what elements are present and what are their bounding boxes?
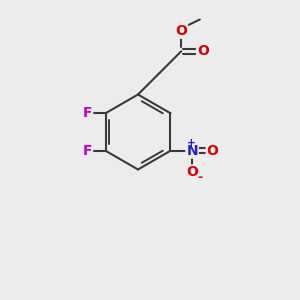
Text: N: N xyxy=(186,144,198,158)
Text: O: O xyxy=(186,165,198,179)
Text: F: F xyxy=(83,106,92,120)
Text: O: O xyxy=(197,44,209,58)
Text: O: O xyxy=(206,144,218,158)
Text: F: F xyxy=(83,144,92,158)
Text: +: + xyxy=(187,138,196,148)
Text: -: - xyxy=(197,171,202,184)
Text: O: O xyxy=(175,24,187,38)
